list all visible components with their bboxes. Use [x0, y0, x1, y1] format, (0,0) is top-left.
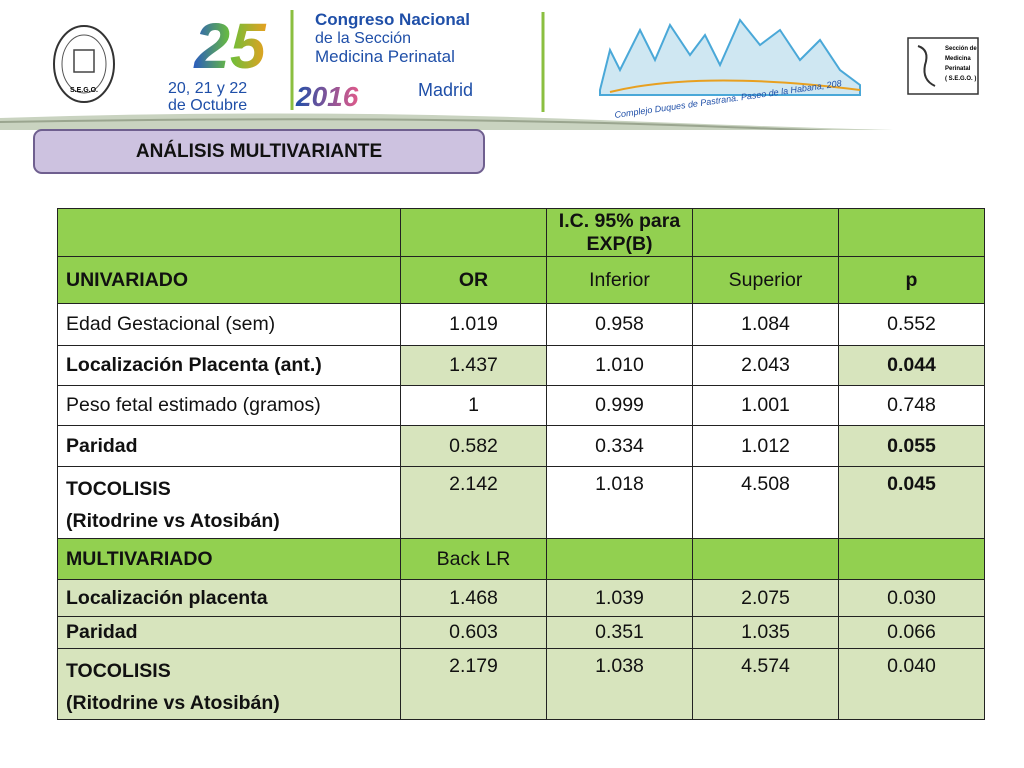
table-cell: MULTIVARIADO [57, 538, 401, 580]
logo-right-text: Sección de [945, 46, 977, 52]
table-row: UNIVARIADO OR Inferior Superior p [57, 256, 985, 304]
table-cell: 2.142 [400, 466, 547, 539]
section-title: ANÁLISIS MULTIVARIANTE [33, 129, 485, 174]
table-cell: Back LR [400, 538, 547, 580]
table-cell: 0.748 [838, 385, 985, 426]
table-row: Peso fetal estimado (gramos) 1 0.999 1.001 0… [57, 385, 985, 426]
table-cell: 0.552 [838, 303, 985, 346]
dates: 20, 21 y 22 [168, 80, 247, 97]
city: Madrid [418, 80, 473, 100]
table-cell: Peso fetal estimado (gramos) [57, 385, 401, 426]
table-cell [546, 538, 693, 580]
logo-right-text: Perinatal [945, 66, 971, 72]
table-cell: Paridad [57, 616, 401, 649]
banner-line [0, 118, 833, 130]
table-row: Paridad 0.603 0.351 1.035 0.066 [57, 616, 985, 649]
table-cell: 0.044 [838, 345, 985, 386]
table-cell: p [838, 256, 985, 304]
table-cell [838, 538, 985, 580]
table-cell: 2.043 [692, 345, 839, 386]
logo-right-text: Medicina [945, 56, 971, 62]
logo-left: S.E.G.O. [53, 25, 115, 103]
results-table: I.C. 95% para EXP(B) UNIVARIADO OR Inferior… [57, 208, 985, 720]
table-row: Localización Placenta (ant.) 1.437 1.010 2.… [57, 345, 985, 386]
table-cell: 0.999 [546, 385, 693, 426]
table-cell: I.C. 95% para EXP(B) [546, 208, 693, 257]
banner: S.E.G.O. 25 Congreso Nacional de la Secc… [0, 10, 1024, 130]
cell-line: TOCOLISIS [66, 478, 171, 500]
table-cell: 1 [400, 385, 547, 426]
table-cell: UNIVARIADO [57, 256, 401, 304]
table-cell: 1.018 [546, 466, 693, 539]
table-cell: 4.508 [692, 466, 839, 539]
table-cell: 4.574 [692, 648, 839, 720]
table-row: Paridad 0.582 0.334 1.012 0.055 [57, 425, 985, 467]
table-cell: 0.334 [546, 425, 693, 467]
table-cell: 1.468 [400, 579, 547, 617]
table-cell: 1.039 [546, 579, 693, 617]
table-cell [400, 208, 547, 257]
logo-right-text: ( S.E.G.O. ) [945, 76, 976, 82]
logo-right: Sección de Medicina Perinatal ( S.E.G.O.… [907, 37, 979, 95]
table-cell: 0.603 [400, 616, 547, 649]
table-cell [838, 208, 985, 257]
table-cell [57, 208, 401, 257]
table-row: TOCOLISIS (Ritodrine vs Atosibán) 2.142 1.0… [57, 466, 985, 539]
table-cell: 0.351 [546, 616, 693, 649]
table-cell: OR [400, 256, 547, 304]
table-cell [692, 538, 839, 580]
table-cell: 2.075 [692, 579, 839, 617]
table-cell: TOCOLISIS (Ritodrine vs Atosibán) [57, 466, 401, 539]
table-cell: Superior [692, 256, 839, 304]
table-cell: 1.084 [692, 303, 839, 346]
table-cell: Paridad [57, 425, 401, 467]
event-line: Congreso Nacional [315, 10, 470, 29]
cell-line: (Ritodrine vs Atosibán) [66, 510, 280, 532]
table-cell: 0.045 [838, 466, 985, 539]
table-cell: TOCOLISIS (Ritodrine vs Atosibán) [57, 648, 401, 720]
cell-line: TOCOLISIS [66, 660, 171, 682]
table-cell: 1.001 [692, 385, 839, 426]
table-cell: 1.035 [692, 616, 839, 649]
table-row: MULTIVARIADO Back LR [57, 538, 985, 580]
table-cell: 1.012 [692, 425, 839, 467]
table-cell: 1.019 [400, 303, 547, 346]
event-number: 25 [193, 10, 267, 82]
table-cell: 0.030 [838, 579, 985, 617]
table-cell: 0.582 [400, 425, 547, 467]
table-cell: Localización Placenta (ant.) [57, 345, 401, 386]
table-cell: Inferior [546, 256, 693, 304]
table-cell: 1.010 [546, 345, 693, 386]
table-cell: 1.038 [546, 648, 693, 720]
event-line: de la Sección [315, 30, 411, 47]
table-cell: 2.179 [400, 648, 547, 720]
table-cell: 0.958 [546, 303, 693, 346]
table-row: Localización placenta 1.468 1.039 2.075 0.03… [57, 579, 985, 617]
table-row: I.C. 95% para EXP(B) [57, 208, 985, 257]
table-cell: 0.055 [838, 425, 985, 467]
table-cell: Localización placenta [57, 579, 401, 617]
table-cell: 0.066 [838, 616, 985, 649]
table-row: Edad Gestacional (sem) 1.019 0.958 1.084 0.5… [57, 303, 985, 346]
table-cell: 0.040 [838, 648, 985, 720]
cell-line: (Ritodrine vs Atosibán) [66, 692, 280, 714]
table-cell: 1.437 [400, 345, 547, 386]
dates: de Octubre [168, 97, 247, 114]
logo-left-text: S.E.G.O. [70, 87, 98, 94]
year: 2016 [295, 81, 359, 112]
table-row: TOCOLISIS (Ritodrine vs Atosibán) 2.179 1.0… [57, 648, 985, 720]
skyline [599, 18, 861, 96]
event-line: Medicina Perinatal [315, 47, 455, 66]
table-cell: Edad Gestacional (sem) [57, 303, 401, 346]
table-cell [692, 208, 839, 257]
